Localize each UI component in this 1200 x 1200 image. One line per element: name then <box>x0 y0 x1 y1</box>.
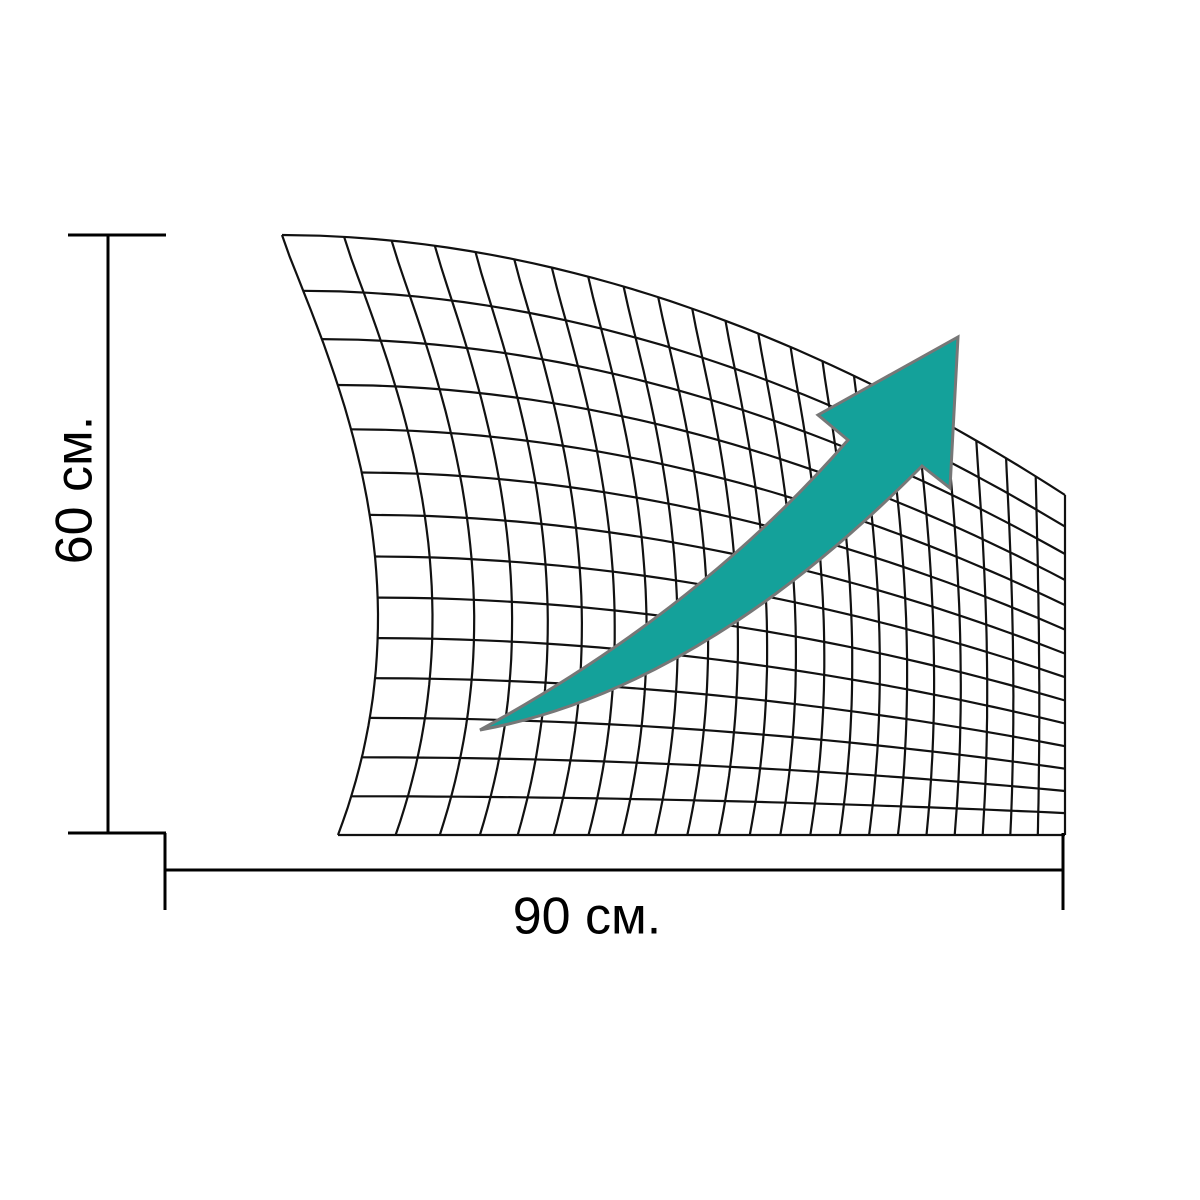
grid-row <box>377 596 1066 702</box>
grid-row <box>361 756 1066 793</box>
grid-row <box>281 233 1066 496</box>
grid-row <box>351 795 1066 815</box>
height-label: 60 см. <box>46 416 104 564</box>
grid-row <box>369 716 1066 770</box>
grid-row <box>303 289 1066 528</box>
grid-row <box>375 677 1066 748</box>
grid-row <box>337 383 1066 581</box>
arrow <box>479 334 960 732</box>
grid-row <box>361 471 1066 631</box>
width-label: 90 см. <box>513 888 661 946</box>
grid-row <box>377 637 1066 725</box>
grid-row <box>351 428 1066 607</box>
grid-row <box>321 338 1066 555</box>
